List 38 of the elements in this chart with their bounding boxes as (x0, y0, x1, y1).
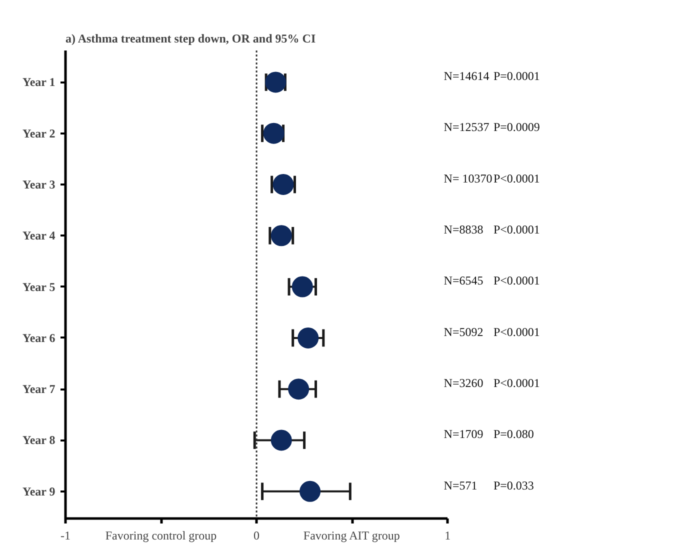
text: P<0.0001 (493, 324, 540, 339)
y-tick-label: Year 1 (22, 75, 56, 90)
y-tick-label: Year 8 (22, 433, 56, 448)
text: P=0.080 (493, 427, 534, 442)
x-tick-label: 0 (254, 528, 260, 542)
annotation: N=3260 (444, 376, 484, 390)
point (298, 327, 319, 348)
y-tick-label: Year 5 (22, 280, 56, 294)
x-tick-label: Favoring control group (105, 528, 217, 542)
text: P<0.0001 (493, 376, 540, 390)
text: P<0.0001 (493, 274, 540, 288)
annotation: N=12537 (444, 120, 490, 134)
y-tick-label: Year 3 (22, 178, 56, 192)
point (292, 276, 313, 298)
y-tick-label: Year 9 (22, 484, 56, 498)
x-tick-label: 1 (444, 528, 451, 542)
chart-title: a) Asthma treatment step down, OR and 95% CI (66, 32, 316, 46)
annotation: N=8838 (444, 222, 484, 237)
point (270, 430, 292, 451)
text: P<0.0001 (493, 222, 540, 237)
x-tick-label: Favoring AIT group (303, 528, 400, 542)
annotation: N= 10370 (444, 171, 492, 186)
y-tick-label: Year 4 (22, 228, 56, 243)
annotation: N=6545 (444, 274, 484, 288)
text: P<0.0001 (493, 171, 540, 186)
annotation: N=5092 (444, 324, 484, 339)
annotation: N=1709 (444, 427, 484, 442)
y-tick-label: Year 2 (22, 126, 56, 140)
x-tick-label: -1 (60, 528, 70, 542)
y-tick-label: Year 6 (22, 330, 56, 345)
text: P=0.0001 (493, 69, 540, 84)
point (288, 378, 310, 400)
annotation: N=14614 (444, 69, 490, 84)
point (300, 480, 321, 502)
text: P=0.033 (493, 478, 534, 492)
y-tick-label: Year 7 (22, 382, 56, 396)
annotation: N=571 (444, 478, 478, 492)
text: P=0.0009 (493, 120, 540, 134)
